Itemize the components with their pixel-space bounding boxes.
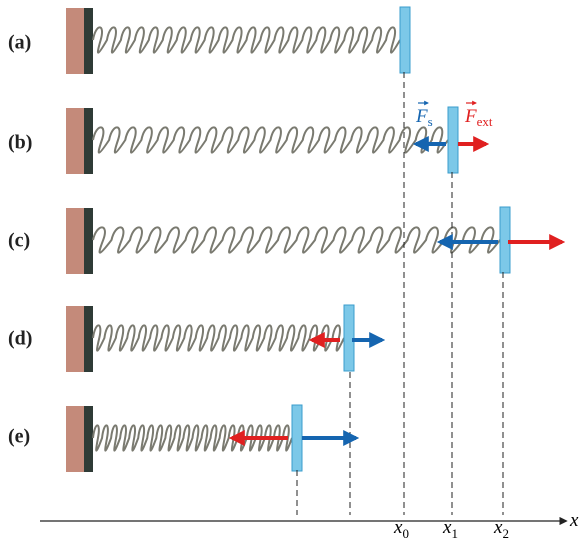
row-label: (e) bbox=[8, 426, 30, 448]
wall bbox=[66, 306, 86, 372]
axis-label: x bbox=[569, 510, 579, 531]
row-label: (b) bbox=[8, 132, 32, 154]
tick-x1: x1 bbox=[442, 517, 458, 541]
plate bbox=[447, 106, 459, 174]
row-label: (c) bbox=[8, 230, 30, 252]
row-label: (d) bbox=[8, 328, 32, 350]
wall bbox=[66, 406, 86, 472]
wall bbox=[66, 108, 86, 174]
tick-x0: x0 bbox=[393, 517, 409, 541]
tick-x2: x2 bbox=[493, 517, 509, 541]
wall-edge bbox=[84, 8, 93, 74]
springs bbox=[66, 6, 511, 472]
spring bbox=[92, 424, 293, 452]
force-arrows bbox=[228, 136, 566, 446]
spring bbox=[92, 324, 345, 352]
svg-text:Fext: Fext bbox=[464, 106, 493, 129]
wall-edge bbox=[84, 208, 93, 274]
spring bbox=[92, 126, 449, 154]
force-label-fs: Fs bbox=[415, 100, 433, 129]
spring bbox=[92, 226, 501, 254]
plate bbox=[399, 6, 411, 74]
wall-edge bbox=[84, 306, 93, 372]
wall-edge bbox=[84, 108, 93, 174]
row-label: (a) bbox=[8, 32, 31, 54]
force-label-fext: Fext bbox=[464, 100, 493, 129]
spring bbox=[92, 26, 401, 54]
plate bbox=[291, 404, 303, 472]
wall bbox=[66, 208, 86, 274]
wall-edge bbox=[84, 406, 93, 472]
wall bbox=[66, 8, 86, 74]
svg-text:Fs: Fs bbox=[415, 106, 433, 129]
